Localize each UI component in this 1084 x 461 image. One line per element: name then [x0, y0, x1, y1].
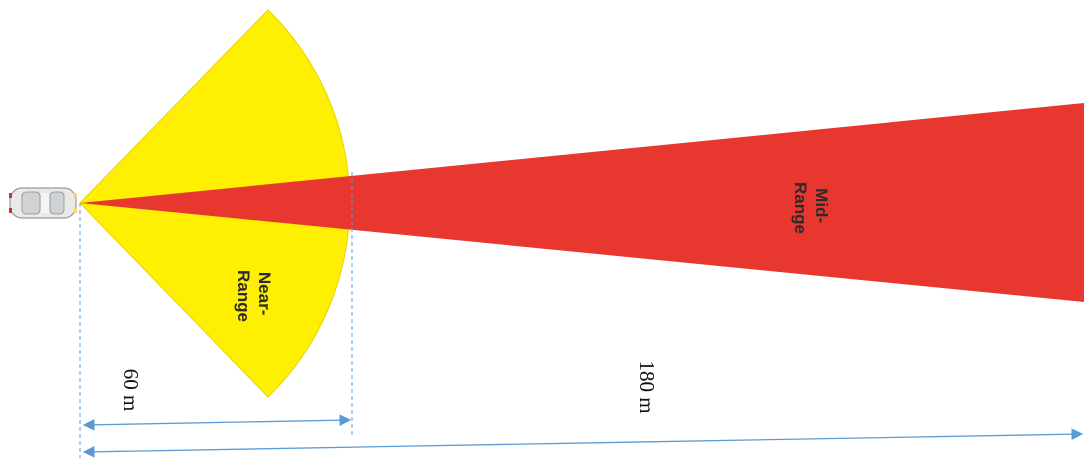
mid-range-distance-arrow: [82, 428, 1084, 458]
near-range-label-line1: Near-: [255, 272, 274, 315]
mid-range-label-line1: Mid-: [812, 188, 831, 223]
mid-range-distance-label: 180 m: [635, 360, 659, 413]
near-range-label-line2: Range: [234, 270, 253, 322]
near-range-distance-label: 60 m: [119, 369, 143, 412]
near-range-distance-arrow: [82, 414, 352, 431]
mid-range-label-line2: Range: [791, 182, 810, 234]
car-top-view-icon: [9, 187, 77, 219]
mid-range-zone: [80, 103, 1084, 302]
mid-range-label: Mid- Range: [791, 182, 831, 234]
near-range-label: Near- Range: [234, 270, 274, 322]
